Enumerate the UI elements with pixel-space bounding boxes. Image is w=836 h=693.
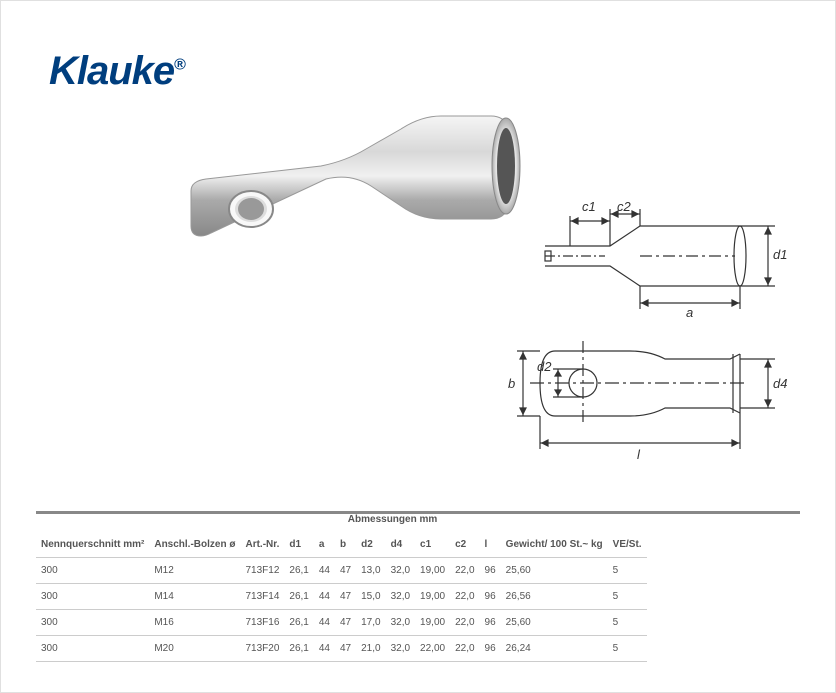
cell-l: 96 <box>480 636 501 662</box>
cell-c1: 19,00 <box>415 610 450 636</box>
svg-text:c1: c1 <box>582 199 596 214</box>
cell-d2: 15,0 <box>356 584 385 610</box>
col-d2: d2 <box>356 532 385 558</box>
cell-gewicht: 25,60 <box>501 610 608 636</box>
svg-text:b: b <box>508 376 515 391</box>
cell-bolzen: M20 <box>149 636 240 662</box>
cell-artnr: 713F14 <box>240 584 284 610</box>
svg-text:c2: c2 <box>617 199 632 214</box>
technical-diagram: c1 c2 d1 a b d2 d4 l <box>475 191 795 471</box>
table-row: 300M14713F1426,1444715,032,019,0022,0962… <box>36 584 647 610</box>
cell-ve: 5 <box>608 558 647 584</box>
product-image <box>151 61 531 311</box>
cell-b: 47 <box>335 636 356 662</box>
svg-text:l: l <box>637 447 641 462</box>
cell-c1: 22,00 <box>415 636 450 662</box>
svg-text:d1: d1 <box>773 247 787 262</box>
svg-text:d4: d4 <box>773 376 787 391</box>
cell-d4: 32,0 <box>386 636 415 662</box>
cell-a: 44 <box>314 558 335 584</box>
specifications-table: Nennquerschnitt mm² Anschl.-Bolzen ø Art… <box>36 507 647 662</box>
cell-l: 96 <box>480 610 501 636</box>
cell-c1: 19,00 <box>415 558 450 584</box>
cell-b: 47 <box>335 610 356 636</box>
cell-c2: 22,0 <box>450 558 479 584</box>
col-c1: c1 <box>415 532 450 558</box>
cell-d2: 17,0 <box>356 610 385 636</box>
cell-d2: 13,0 <box>356 558 385 584</box>
cell-c2: 22,0 <box>450 584 479 610</box>
col-a: a <box>314 532 335 558</box>
cell-nenn: 300 <box>36 636 149 662</box>
svg-text:a: a <box>686 305 693 320</box>
col-abmess: Abmessungen mm <box>284 507 500 532</box>
col-gewicht: Gewicht/ 100 St.~ kg <box>501 507 608 558</box>
col-d1: d1 <box>284 532 313 558</box>
col-nenn: Nennquerschnitt mm² <box>36 507 149 558</box>
col-d4: d4 <box>386 532 415 558</box>
cell-c2: 22,0 <box>450 610 479 636</box>
cell-ve: 5 <box>608 584 647 610</box>
cell-gewicht: 26,24 <box>501 636 608 662</box>
cell-d4: 32,0 <box>386 610 415 636</box>
cell-nenn: 300 <box>36 558 149 584</box>
cell-nenn: 300 <box>36 584 149 610</box>
cell-nenn: 300 <box>36 610 149 636</box>
cell-a: 44 <box>314 610 335 636</box>
col-b: b <box>335 532 356 558</box>
cell-b: 47 <box>335 584 356 610</box>
cell-d4: 32,0 <box>386 558 415 584</box>
cell-bolzen: M14 <box>149 584 240 610</box>
cell-ve: 5 <box>608 610 647 636</box>
cell-gewicht: 25,60 <box>501 558 608 584</box>
cell-a: 44 <box>314 584 335 610</box>
table-row: 300M16713F1626,1444717,032,019,0022,0962… <box>36 610 647 636</box>
col-l: l <box>480 532 501 558</box>
cell-ve: 5 <box>608 636 647 662</box>
cell-artnr: 713F16 <box>240 610 284 636</box>
cell-c1: 19,00 <box>415 584 450 610</box>
cell-a: 44 <box>314 636 335 662</box>
cell-l: 96 <box>480 558 501 584</box>
cell-artnr: 713F20 <box>240 636 284 662</box>
col-c2: c2 <box>450 532 479 558</box>
cell-d1: 26,1 <box>284 558 313 584</box>
cell-bolzen: M16 <box>149 610 240 636</box>
cell-artnr: 713F12 <box>240 558 284 584</box>
cell-bolzen: M12 <box>149 558 240 584</box>
cell-c2: 22,0 <box>450 636 479 662</box>
cell-d1: 26,1 <box>284 636 313 662</box>
cell-gewicht: 26,56 <box>501 584 608 610</box>
col-ve: VE/St. <box>608 507 647 558</box>
cell-d2: 21,0 <box>356 636 385 662</box>
cell-l: 96 <box>480 584 501 610</box>
cell-b: 47 <box>335 558 356 584</box>
table-row: 300M12713F1226,1444713,032,019,0022,0962… <box>36 558 647 584</box>
table-row: 300M20713F2026,1444721,032,022,0022,0962… <box>36 636 647 662</box>
col-bolzen: Anschl.-Bolzen ø <box>149 507 240 558</box>
col-artnr: Art.-Nr. <box>240 507 284 558</box>
cell-d4: 32,0 <box>386 584 415 610</box>
cell-d1: 26,1 <box>284 584 313 610</box>
svg-text:d2: d2 <box>537 359 552 374</box>
cell-d1: 26,1 <box>284 610 313 636</box>
